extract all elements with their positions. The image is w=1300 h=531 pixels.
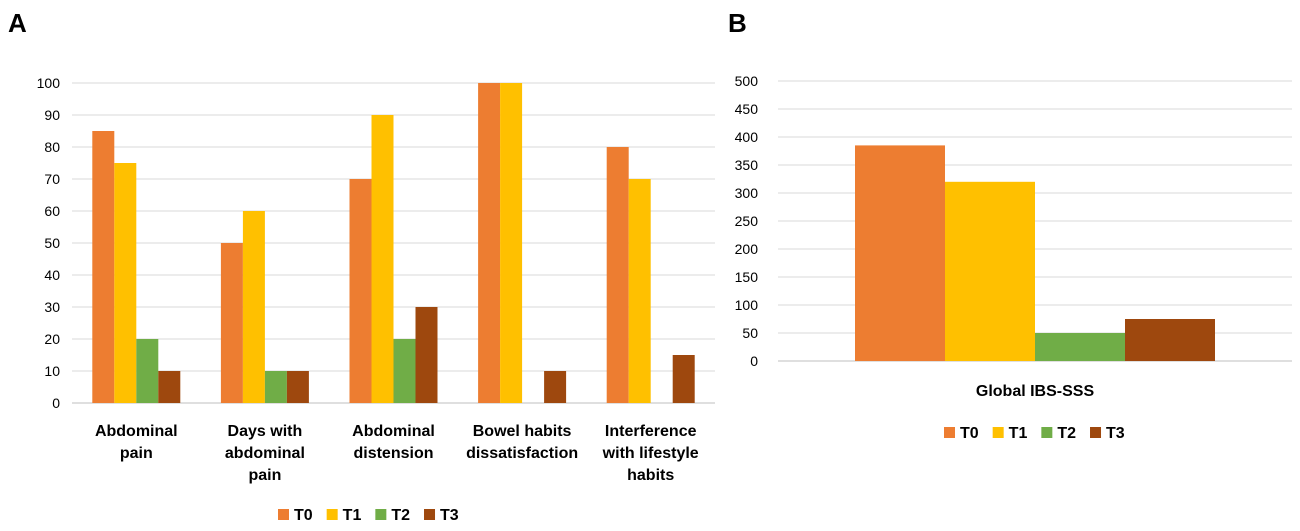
a-category-label: Interference	[605, 423, 697, 440]
chart-b: 0 50 100 150 200 250 300 350 400 450 500 Global IBS…	[735, 73, 1292, 442]
a-bar-t1-3	[500, 83, 523, 403]
a-category-label: distension	[353, 445, 433, 462]
panel-label-a: A	[8, 8, 27, 38]
a-y-tick-label: 100	[37, 75, 61, 91]
b-bar-t3-0	[1125, 319, 1215, 361]
a-legend-label-t1: T1	[343, 507, 362, 524]
b-y-tick-label: 150	[735, 269, 759, 285]
b-y-tick-label: 200	[735, 241, 759, 257]
a-category-label: with lifestyle	[602, 445, 699, 462]
a-legend-swatch-t3	[424, 509, 436, 520]
panel-label-b: B	[728, 8, 747, 38]
a-y-tick-label: 30	[44, 299, 60, 315]
a-bar-t3-4	[672, 355, 695, 403]
a-bar-t2-2	[393, 339, 416, 403]
a-bar-t3-1	[286, 371, 309, 403]
a-category-label: pain	[120, 445, 153, 462]
a-y-tick-label: 10	[44, 363, 60, 379]
b-bar-t1-0	[945, 181, 1035, 361]
a-category-label: Bowel habits	[473, 423, 572, 440]
a-y-tick-label: 20	[44, 331, 60, 347]
a-bar-t3-0	[158, 371, 181, 403]
a-legend-swatch-t2	[375, 509, 387, 520]
a-bar-t1-2	[371, 115, 394, 403]
b-category-label: Global IBS-SSS	[976, 383, 1095, 400]
b-y-tick-label: 350	[735, 157, 759, 173]
a-y-tick-label: 80	[44, 139, 60, 155]
a-bar-t1-4	[628, 179, 651, 403]
b-legend-label-t1: T1	[1009, 425, 1028, 442]
a-legend-swatch-t1	[326, 509, 338, 520]
a-y-tick-label: 70	[44, 171, 60, 187]
b-bar-t0-0	[855, 145, 945, 361]
a-y-tick-label: 90	[44, 107, 60, 123]
b-y-tick-label: 500	[735, 73, 759, 89]
a-bar-t0-4	[606, 147, 629, 403]
a-bar-t3-3	[544, 371, 567, 403]
b-legend-swatch-t2	[1041, 427, 1053, 438]
a-category-label: Abdominal	[95, 423, 178, 440]
a-category-label: pain	[248, 467, 281, 484]
b-legend-label-t0: T0	[960, 425, 979, 442]
a-bar-t1-0	[114, 163, 137, 403]
chart-a: 0 10 20 30 40 50 60 70 80 90 100 Abdominal pain Days …	[37, 75, 715, 524]
b-y-tick-label: 250	[735, 213, 759, 229]
a-category-label: Days with	[228, 423, 303, 440]
b-y-tick-label: 400	[735, 129, 759, 145]
a-category-label: Abdominal	[352, 423, 435, 440]
a-y-tick-label: 40	[44, 267, 60, 283]
a-bar-t0-0	[92, 131, 115, 403]
b-y-tick-label: 50	[742, 325, 758, 341]
b-y-tick-label: 100	[735, 297, 759, 313]
b-legend-label-t2: T2	[1057, 425, 1076, 442]
b-legend-swatch-t3	[1090, 427, 1102, 438]
a-legend-label-t2: T2	[391, 507, 410, 524]
a-category-label: dissatisfaction	[466, 445, 578, 462]
a-category-label: habits	[627, 467, 674, 484]
a-y-tick-label: 60	[44, 203, 60, 219]
a-bar-t0-1	[220, 243, 243, 403]
b-legend-label-t3: T3	[1106, 425, 1125, 442]
b-y-tick-label: 300	[735, 185, 759, 201]
b-y-tick-label: 450	[735, 101, 759, 117]
a-bar-t1-1	[242, 211, 265, 403]
a-bar-t2-1	[264, 371, 287, 403]
b-bar-t2-0	[1035, 333, 1125, 361]
a-bar-t0-3	[478, 83, 501, 403]
a-legend-label-t0: T0	[294, 507, 313, 524]
a-bar-t2-0	[136, 339, 159, 403]
a-legend-swatch-t0	[278, 509, 289, 520]
b-legend-swatch-t1	[992, 427, 1004, 438]
a-y-tick-label: 50	[44, 235, 60, 251]
a-bar-t3-2	[415, 307, 438, 403]
a-y-tick-label: 0	[52, 395, 60, 411]
b-y-tick-label: 0	[750, 353, 758, 369]
a-bar-t0-2	[349, 179, 372, 403]
a-category-label: abdominal	[225, 445, 305, 462]
a-legend-label-t3: T3	[440, 507, 459, 524]
b-legend-swatch-t0	[944, 427, 955, 438]
